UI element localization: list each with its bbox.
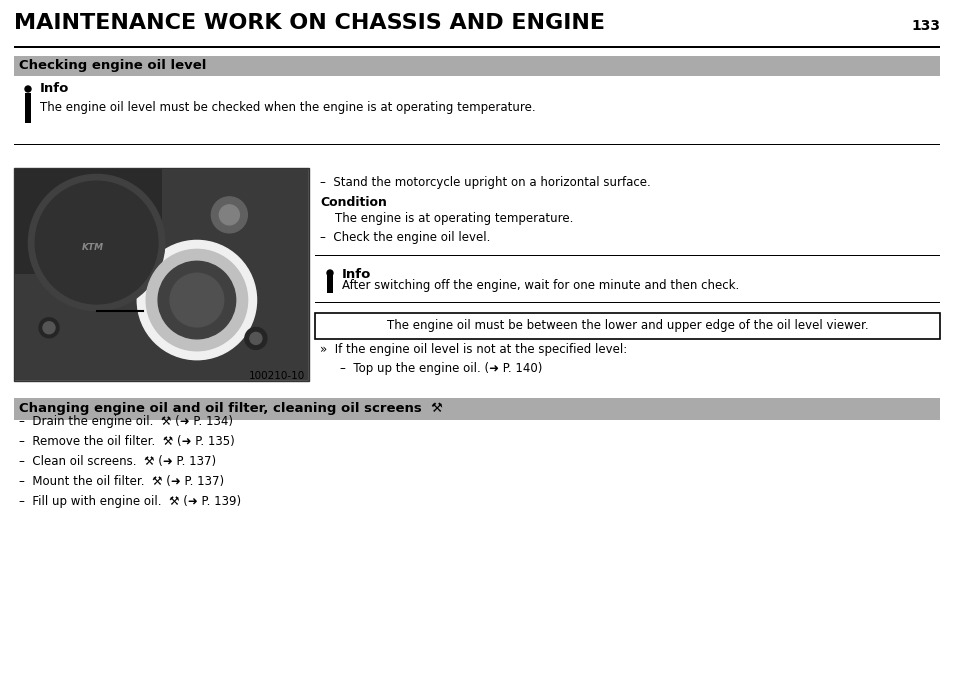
Bar	[14, 144, 939, 145]
Text: Info: Info	[40, 82, 70, 95]
Circle shape	[146, 249, 248, 351]
Text: MAINTENANCE WORK ON CHASSIS AND ENGINE: MAINTENANCE WORK ON CHASSIS AND ENGINE	[14, 13, 604, 33]
Bar	[14, 398, 939, 420]
Circle shape	[219, 205, 239, 225]
Bar	[327, 275, 333, 293]
Text: Info: Info	[341, 269, 371, 281]
Text: 133: 133	[910, 19, 939, 33]
Circle shape	[245, 327, 267, 350]
Text: –  Drain the engine oil.  ⚒ (➜ P. 134): – Drain the engine oil. ⚒ (➜ P. 134)	[19, 416, 233, 429]
Text: KTM: KTM	[82, 243, 104, 252]
Text: The engine oil must be between the lower and upper edge of the oil level viewer.: The engine oil must be between the lower…	[386, 319, 867, 333]
Text: –  Check the engine oil level.: – Check the engine oil level.	[319, 232, 490, 244]
Text: After switching off the engine, wait for one minute and then check.: After switching off the engine, wait for…	[341, 279, 739, 292]
Bar	[14, 46, 939, 48]
Bar	[314, 255, 939, 256]
Circle shape	[170, 273, 224, 327]
Bar	[15, 169, 308, 380]
Text: –  Fill up with engine oil.  ⚒ (➜ P. 139): – Fill up with engine oil. ⚒ (➜ P. 139)	[19, 495, 241, 508]
Text: Changing engine oil and oil filter, cleaning oil screens  ⚒: Changing engine oil and oil filter, clea…	[19, 402, 442, 416]
Circle shape	[158, 261, 235, 339]
Bar	[14, 168, 309, 381]
Text: Condition: Condition	[319, 196, 387, 209]
Text: –  Remove the oil filter.  ⚒ (➜ P. 135): – Remove the oil filter. ⚒ (➜ P. 135)	[19, 435, 234, 448]
Circle shape	[25, 86, 30, 92]
Text: –  Top up the engine oil. (➜ P. 140): – Top up the engine oil. (➜ P. 140)	[339, 362, 542, 375]
Circle shape	[43, 322, 55, 333]
Circle shape	[29, 174, 165, 310]
Text: –  Stand the motorcycle upright on a horizontal surface.: – Stand the motorcycle upright on a hori…	[319, 176, 650, 190]
Circle shape	[137, 240, 256, 360]
Bar	[25, 93, 30, 123]
Text: –  Mount the oil filter.  ⚒ (➜ P. 137): – Mount the oil filter. ⚒ (➜ P. 137)	[19, 475, 224, 489]
Text: –  Clean oil screens.  ⚒ (➜ P. 137): – Clean oil screens. ⚒ (➜ P. 137)	[19, 456, 216, 468]
Text: Checking engine oil level: Checking engine oil level	[19, 59, 206, 72]
Circle shape	[35, 181, 158, 304]
Text: »  If the engine oil level is not at the specified level:: » If the engine oil level is not at the …	[319, 344, 626, 356]
Circle shape	[39, 318, 59, 338]
Circle shape	[212, 197, 247, 233]
Bar	[15, 169, 162, 275]
Text: The engine is at operating temperature.: The engine is at operating temperature.	[335, 213, 573, 225]
Text: The engine oil level must be checked when the engine is at operating temperature: The engine oil level must be checked whe…	[40, 101, 535, 113]
Circle shape	[250, 332, 262, 344]
Bar	[314, 302, 939, 303]
Bar	[14, 56, 939, 76]
Text: 100210-10: 100210-10	[249, 371, 305, 381]
Circle shape	[327, 270, 333, 276]
Bar	[314, 313, 939, 339]
